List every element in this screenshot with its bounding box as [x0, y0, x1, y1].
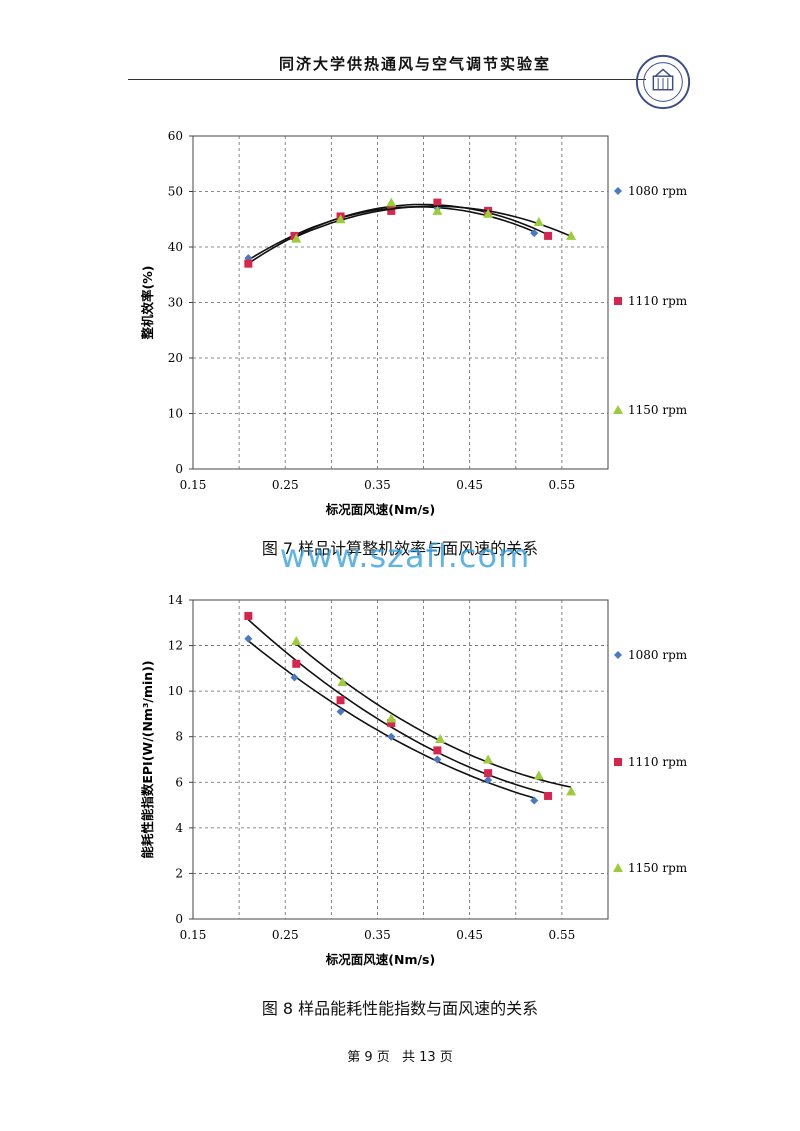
data-point-diamond	[530, 796, 539, 805]
data-point-triangle	[291, 636, 302, 646]
x-tick-label: 0.45	[456, 928, 483, 942]
y-tick-label: 30	[168, 296, 183, 310]
page-number: 第 9 页	[347, 1050, 390, 1065]
y-tick-label: 6	[175, 775, 183, 789]
data-point-triangle	[483, 754, 494, 764]
data-point-diamond	[433, 755, 442, 764]
legend-label: 1150 rpm	[628, 403, 688, 417]
data-point-triangle	[533, 770, 544, 780]
y-tick-label: 10	[168, 684, 183, 698]
header-divider	[128, 79, 646, 80]
data-point-diamond	[336, 707, 345, 716]
y-tick-label: 14	[168, 593, 184, 607]
y-tick-label: 12	[168, 639, 183, 653]
data-point-square	[544, 791, 553, 800]
legend-label: 1150 rpm	[628, 861, 688, 875]
efficiency-chart: 0 10 20 30 40 50 60 0.15 0.25 0.35 0.45 0.55 标况面风速(N…	[140, 129, 688, 517]
data-point-square	[433, 746, 442, 755]
page-footer: 第 9 页 共 13 页	[0, 1046, 800, 1065]
y-tick-label: 8	[175, 730, 183, 744]
y-tick-label: 2	[175, 866, 183, 880]
y-axis-title: 能耗性能指数EPI(W/(Nm³/min))	[140, 660, 155, 858]
legend-label: 1080 rpm	[628, 648, 688, 662]
y-tick-label: 4	[175, 821, 183, 835]
y-tick-label: 40	[168, 240, 183, 254]
y-tick-label: 20	[168, 351, 183, 365]
x-tick-label: 0.45	[456, 478, 483, 492]
data-point-diamond	[290, 673, 299, 682]
plot-area	[192, 599, 609, 920]
data-point-triangle	[566, 786, 577, 796]
y-tick-label: 60	[168, 129, 183, 143]
data-point-triangle	[335, 214, 346, 224]
x-tick-label: 0.25	[272, 478, 299, 492]
legend-marker-square	[614, 297, 622, 305]
data-point-triangle	[386, 713, 397, 723]
x-tick-label: 0.55	[549, 928, 576, 942]
data-point-square	[244, 611, 253, 620]
data-point-square	[244, 259, 253, 268]
data-point-square	[387, 206, 396, 215]
data-point-square	[292, 659, 301, 668]
data-point-square	[387, 719, 396, 728]
y-axis-title: 整机效率(%)	[140, 266, 155, 340]
legend-marker-square	[614, 758, 622, 766]
data-point-triangle	[566, 230, 577, 240]
tongji-university-seal-icon	[635, 54, 691, 110]
x-axis-title: 标况面风速(Nm/s)	[325, 952, 435, 967]
legend-label: 1110 rpm	[628, 294, 688, 308]
data-point-square	[433, 198, 442, 207]
data-point-diamond	[244, 634, 253, 643]
legend-marker-triangle	[613, 863, 623, 872]
data-point-diamond	[484, 776, 493, 785]
x-tick-label: 0.15	[180, 478, 207, 492]
data-point-square	[484, 769, 493, 778]
data-point-triangle	[291, 233, 302, 243]
x-tick-label: 0.15	[180, 928, 207, 942]
legend-label: 1110 rpm	[628, 755, 688, 769]
y-tick-label: 50	[168, 185, 183, 199]
x-tick-label: 0.35	[364, 928, 391, 942]
y-tick-label: 10	[168, 407, 183, 421]
data-point-diamond	[387, 732, 396, 741]
data-point-triangle	[337, 677, 348, 687]
lab-header-title: 同济大学供热通风与空气调节实验室	[278, 55, 551, 73]
data-point-diamond	[530, 229, 539, 238]
x-tick-label: 0.35	[364, 478, 391, 492]
x-tick-label: 0.55	[549, 478, 576, 492]
y-tick-label: 0	[175, 912, 183, 926]
figure-7-caption: 图 7 样品计算整机效率与面风速的关系	[261, 539, 539, 558]
data-point-square	[290, 231, 299, 240]
x-axis-title: 标况面风速(Nm/s)	[325, 502, 435, 517]
data-point-triangle	[386, 197, 397, 207]
legend-marker-triangle	[613, 405, 623, 414]
y-tick-label: 0	[175, 462, 183, 476]
legend-marker-diamond	[614, 187, 622, 195]
data-point-triangle	[432, 205, 443, 215]
page-total: 共 13 页	[401, 1050, 453, 1065]
epi-chart: 0 2 4 6 8 10 12 14 0.15 0.25 0.35 0.45 0.55 标况面风速(Nm/…	[140, 593, 688, 967]
data-point-triangle	[435, 733, 446, 743]
data-point-square	[336, 696, 345, 705]
data-point-square	[544, 231, 553, 240]
figure-8-caption: 图 8 样品能耗性能指数与面风速的关系	[261, 999, 539, 1018]
legend-marker-diamond	[614, 651, 622, 659]
trendline-3	[295, 643, 572, 788]
watermark: www.szafl.com	[279, 537, 531, 575]
x-tick-label: 0.25	[272, 928, 299, 942]
data-point-triangle	[483, 208, 494, 218]
data-point-triangle	[533, 217, 544, 227]
legend-label: 1080 rpm	[628, 184, 688, 198]
